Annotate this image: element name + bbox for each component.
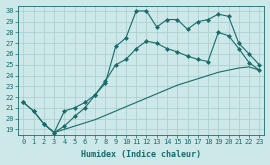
X-axis label: Humidex (Indice chaleur): Humidex (Indice chaleur) [81,150,201,159]
